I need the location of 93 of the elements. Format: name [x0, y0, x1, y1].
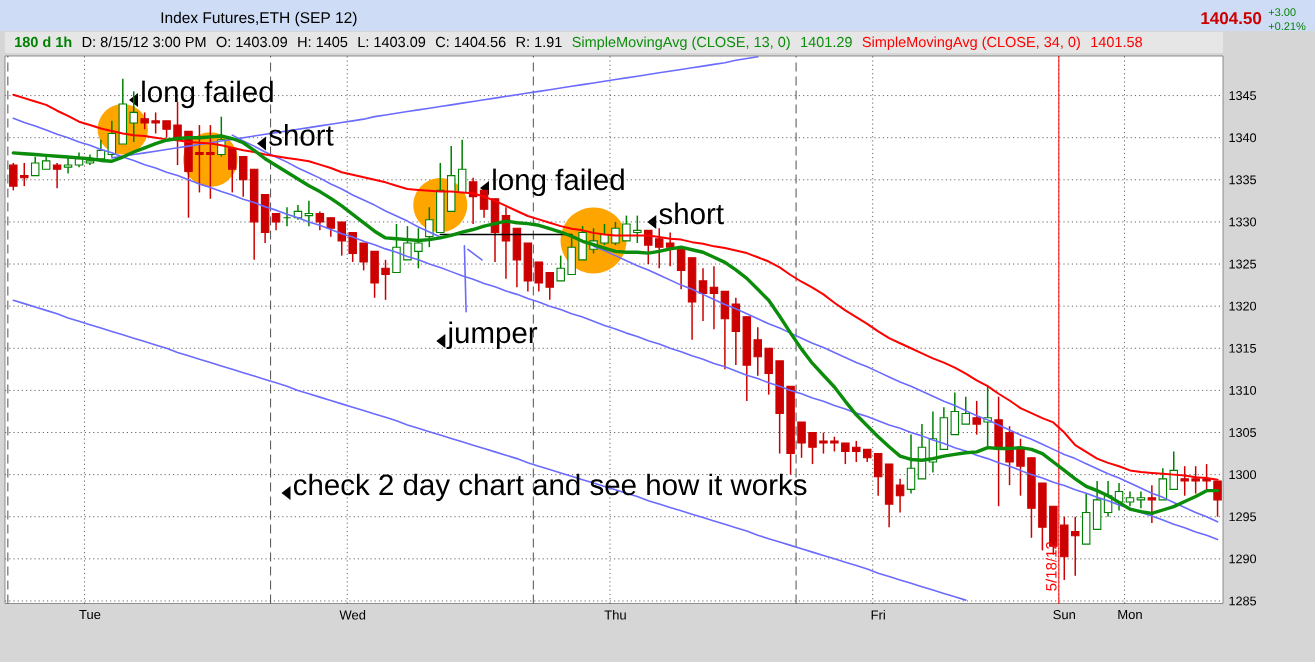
candlestick — [337, 221, 346, 257]
candlestick — [238, 155, 248, 198]
candlestick — [381, 259, 390, 301]
candlestick — [644, 229, 653, 265]
x-tick-label: Thu — [604, 610, 626, 620]
candlestick — [425, 206, 434, 248]
candlestick — [1191, 465, 1200, 495]
chart-subtitle: 180 d 1h — [15, 36, 72, 48]
text: H: 1405 — [298, 36, 348, 48]
text: C: 1404.56 — [435, 36, 506, 48]
candlestick — [753, 326, 762, 377]
candlestick — [1016, 438, 1025, 497]
candlestick — [972, 400, 981, 436]
y-tick-label: 1310 — [1229, 385, 1257, 395]
candlestick — [348, 231, 357, 263]
y-tick-label: 1335 — [1229, 175, 1257, 185]
candlestick — [906, 433, 916, 495]
candlestick — [403, 225, 412, 261]
y-tick-label: 1325 — [1229, 259, 1257, 269]
y-tick-label: 1340 — [1229, 133, 1257, 143]
candlestick — [359, 242, 368, 272]
text: 1401.58 — [1091, 36, 1143, 48]
candlestick — [895, 478, 905, 514]
line-series — [12, 299, 967, 601]
candlestick — [600, 223, 609, 246]
candlestick — [30, 155, 40, 177]
y-tick-label: 1285 — [1229, 596, 1257, 606]
candlestick — [206, 124, 215, 200]
y-tick-label: 1330 — [1229, 217, 1257, 227]
y-tick-label: 1290 — [1229, 554, 1257, 564]
candlestick — [1169, 450, 1179, 491]
text: SimpleMovingAvg (CLOSE, 13, 0) — [572, 36, 790, 51]
y-tick-label: 1320 — [1229, 301, 1257, 311]
candlestick — [633, 214, 642, 244]
x-tick-label: Sun — [1053, 610, 1076, 620]
candlestick — [950, 391, 960, 436]
text: D: 8/15/12 3:00 PM — [82, 36, 206, 48]
candlestick — [961, 395, 971, 425]
candlestick — [195, 124, 204, 194]
annotation: jumper — [446, 321, 538, 350]
candlestick — [1158, 467, 1168, 501]
text: L: 1403.09 — [358, 36, 426, 48]
candlestick — [622, 214, 631, 242]
candlestick — [709, 265, 719, 331]
candlestick — [151, 111, 160, 135]
candlestick — [315, 210, 325, 232]
x-tick-label: Fri — [871, 610, 885, 620]
candlestick — [9, 162, 18, 192]
annotation: long failed — [493, 168, 624, 197]
text: +0.21% — [1268, 22, 1306, 31]
candlestick — [52, 162, 62, 189]
x-tick-label: Mon — [1118, 610, 1142, 620]
text: R: 1.91 — [516, 36, 562, 48]
y-tick-label: 1315 — [1229, 343, 1257, 353]
annotation: long failed — [142, 80, 273, 109]
chart-title: Index Futures,ETH (SEP 12) — [161, 11, 357, 27]
y-tick-label: 1345 — [1229, 91, 1257, 101]
y-tick-label: 1305 — [1229, 428, 1257, 437]
candlestick — [676, 248, 686, 291]
candlestick — [852, 440, 861, 463]
candlestick — [1147, 484, 1157, 524]
candlestick — [534, 261, 544, 293]
annotation: 5/18/12 — [1045, 542, 1057, 591]
text: 1404.50 — [1201, 12, 1262, 25]
candlestick — [873, 452, 883, 497]
candlestick — [545, 271, 554, 301]
candlestick — [414, 227, 423, 269]
candlestick — [819, 431, 828, 455]
x-tick-label: Tue — [79, 610, 101, 620]
candlestick — [808, 431, 817, 465]
candlestick — [841, 442, 850, 465]
candlestick — [665, 231, 675, 267]
candlestick — [556, 254, 565, 282]
text: SimpleMovingAvg (CLOSE, 34, 0) — [862, 36, 1080, 51]
candlestick — [1070, 515, 1080, 577]
candlestick — [797, 421, 806, 459]
y-tick-label: 1295 — [1229, 512, 1257, 522]
candlestick — [698, 267, 708, 322]
candlestick — [20, 162, 29, 187]
y-tick-label: 1300 — [1229, 470, 1257, 480]
text: +3.00 — [1268, 8, 1296, 17]
annotation: short — [659, 202, 724, 225]
candlestick — [228, 147, 237, 194]
candlestick — [304, 200, 314, 227]
candlestick — [457, 139, 467, 194]
text: O: 1403.09 — [216, 36, 288, 48]
candlestick — [1180, 465, 1189, 497]
candlestick — [1136, 490, 1146, 510]
candlestick — [1202, 463, 1211, 491]
candlestick — [654, 227, 664, 269]
text: 1401.29 — [801, 36, 852, 48]
candlestick — [326, 216, 336, 238]
x-tick-label: Wed — [339, 610, 366, 620]
